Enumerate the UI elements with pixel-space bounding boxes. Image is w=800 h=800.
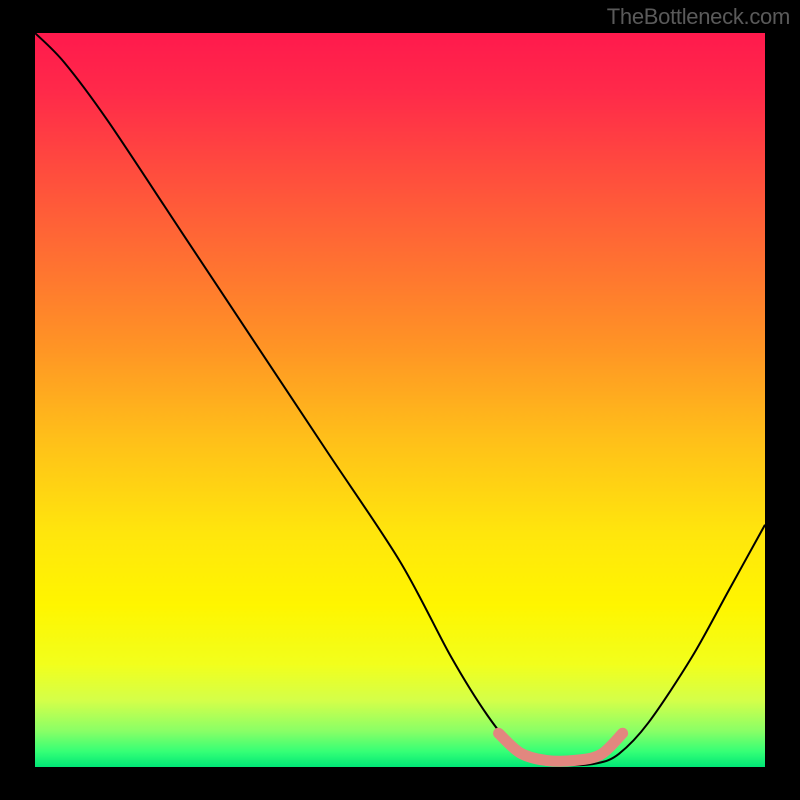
bottleneck-chart — [35, 33, 765, 767]
watermark-text: TheBottleneck.com — [607, 4, 790, 30]
bottleneck-curve — [35, 33, 765, 765]
chart-curves — [35, 33, 765, 767]
optimum-marker — [499, 733, 623, 761]
